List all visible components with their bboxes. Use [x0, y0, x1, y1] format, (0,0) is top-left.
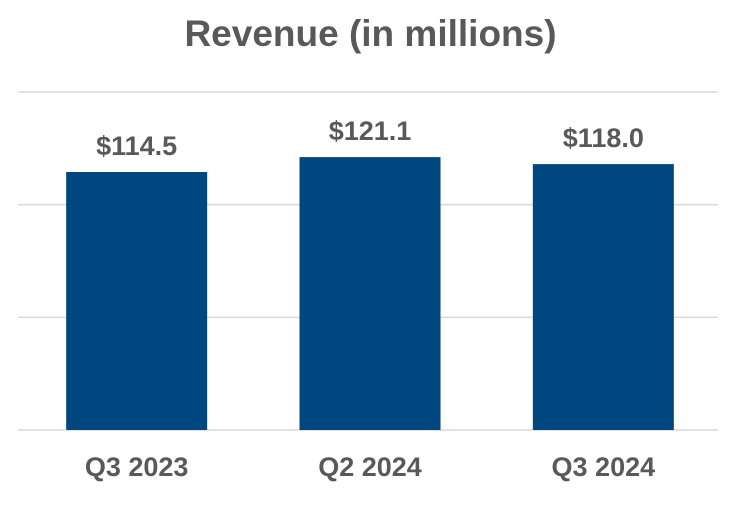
x-tick-label: Q2 2024 — [318, 452, 422, 482]
x-tick-label: Q3 2023 — [85, 452, 189, 482]
chart-title: Revenue (in millions) — [184, 13, 557, 54]
bars — [66, 157, 674, 430]
bar — [299, 157, 441, 430]
data-label: $118.0 — [563, 123, 644, 153]
x-axis-tick-labels: Q3 2023 Q2 2024 Q3 2024 — [85, 452, 655, 482]
x-tick-label: Q3 2024 — [552, 452, 656, 482]
data-label: $121.1 — [329, 116, 412, 146]
data-label: $114.5 — [96, 131, 177, 161]
data-labels: $114.5 $121.1 $118.0 — [96, 116, 644, 161]
bar — [66, 171, 208, 430]
bar — [532, 164, 674, 430]
